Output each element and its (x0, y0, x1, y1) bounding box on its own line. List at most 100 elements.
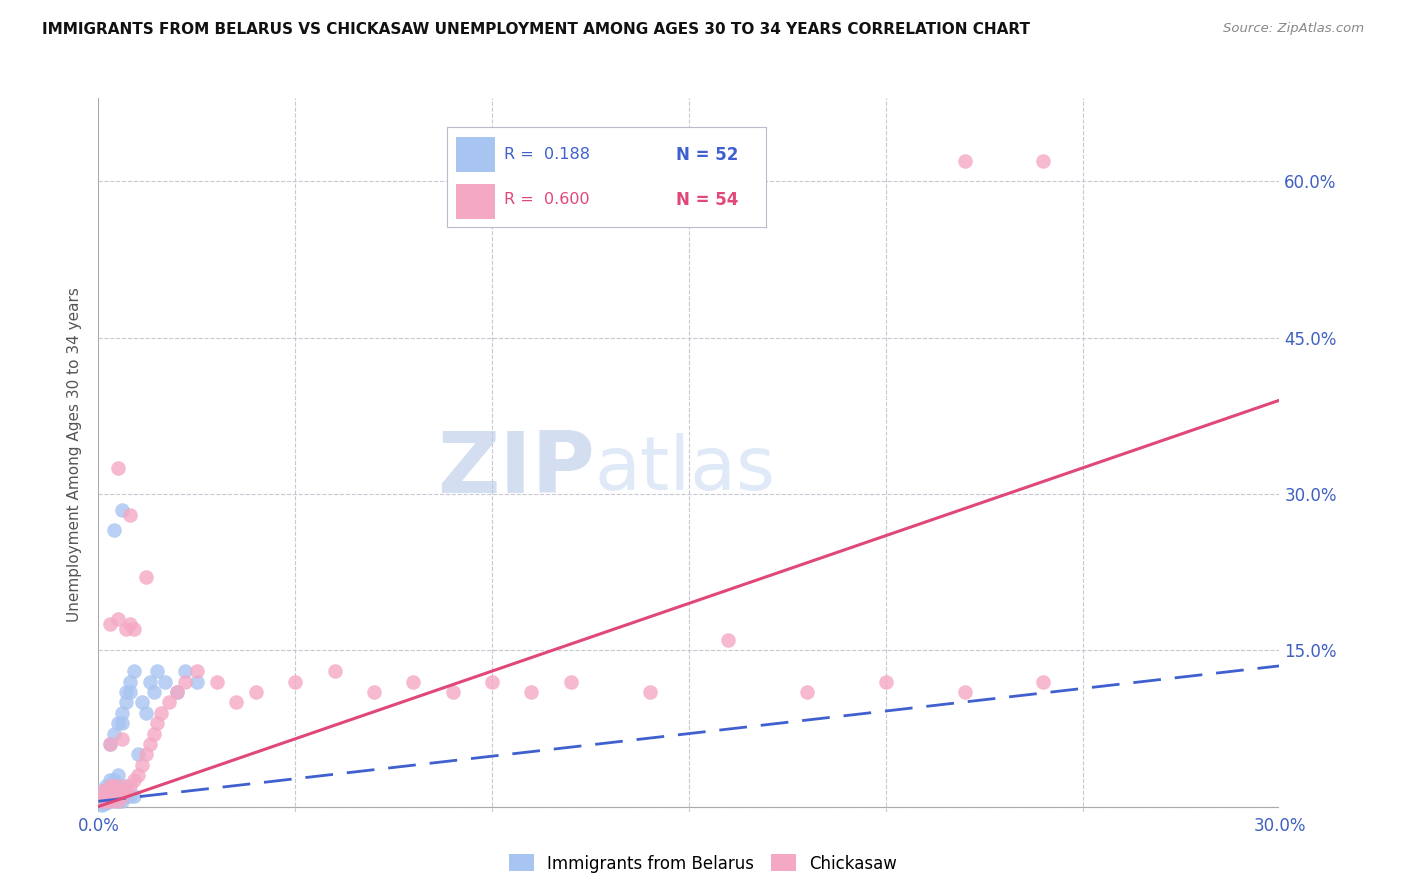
Point (96, 794, 118, 808)
Bar (457, 184, 495, 219)
Point (98, 789, 121, 803)
Point (122, 664, 145, 678)
Point (166, 685, 188, 699)
Point (96, 779, 118, 793)
Point (91, 794, 114, 808)
Point (98, 789, 121, 803)
Point (107, 779, 129, 793)
Point (284, 674, 307, 689)
Point (98, 794, 121, 808)
Point (225, 695, 247, 709)
Point (441, 685, 464, 699)
Point (107, 794, 129, 808)
Point (96, 789, 118, 803)
Point (796, 685, 818, 699)
Point (103, 779, 125, 793)
Point (91, 784, 114, 798)
Point (131, 695, 153, 709)
Point (142, 726, 165, 740)
Point (245, 685, 267, 699)
Point (107, 716, 129, 731)
Point (157, 695, 180, 709)
Point (111, 794, 134, 808)
Point (1032, 674, 1054, 689)
Point (174, 664, 197, 678)
Point (115, 623, 138, 637)
Point (98, 773, 121, 788)
Point (115, 685, 138, 699)
Point (122, 773, 145, 788)
Point (166, 685, 188, 699)
Point (118, 685, 141, 699)
Point (96, 795, 118, 809)
Point (91, 798, 114, 813)
Point (953, 685, 976, 699)
Point (91, 789, 114, 803)
Bar (457, 136, 495, 171)
Text: R =  0.600: R = 0.600 (505, 192, 591, 207)
Point (103, 779, 125, 793)
Point (205, 674, 228, 689)
Point (127, 747, 149, 762)
Point (98, 737, 121, 751)
Point (103, 789, 125, 803)
Point (402, 674, 425, 689)
Point (115, 784, 138, 798)
Point (98, 737, 121, 751)
Point (98, 617, 121, 632)
Text: IMMIGRANTS FROM BELARUS VS CHICKASAW UNEMPLOYMENT AMONG AGES 30 TO 34 YEARS CORR: IMMIGRANTS FROM BELARUS VS CHICKASAW UNE… (42, 22, 1031, 37)
Point (127, 768, 149, 782)
Point (115, 779, 138, 793)
Text: Source: ZipAtlas.com: Source: ZipAtlas.com (1223, 22, 1364, 36)
Point (96, 789, 118, 803)
Point (131, 757, 153, 772)
Point (91, 794, 114, 808)
Point (107, 612, 129, 626)
Point (103, 784, 125, 798)
Point (118, 508, 141, 522)
Point (115, 789, 138, 803)
Point (111, 789, 134, 803)
Point (107, 461, 129, 475)
Point (107, 794, 129, 808)
Point (107, 789, 129, 803)
Point (96, 784, 118, 798)
Point (103, 789, 125, 803)
Text: R =  0.188: R = 0.188 (505, 147, 591, 162)
Point (560, 674, 582, 689)
Point (520, 685, 543, 699)
Point (174, 674, 197, 689)
Point (111, 706, 134, 720)
Point (323, 664, 346, 678)
Point (1032, 153, 1054, 168)
Legend: Immigrants from Belarus, Chickasaw: Immigrants from Belarus, Chickasaw (502, 847, 904, 880)
Point (138, 674, 160, 689)
Point (91, 797, 114, 812)
Point (98, 791, 121, 805)
Point (122, 623, 145, 637)
Point (118, 617, 141, 632)
Point (481, 674, 503, 689)
Point (118, 789, 141, 803)
Point (103, 726, 125, 740)
Point (138, 737, 160, 751)
Point (103, 793, 125, 807)
Point (91, 784, 114, 798)
Point (122, 789, 145, 803)
Point (135, 747, 157, 762)
Point (111, 502, 134, 516)
Point (111, 731, 134, 746)
Text: N = 52: N = 52 (676, 145, 738, 163)
Point (98, 784, 121, 798)
Point (142, 685, 165, 699)
Point (135, 706, 157, 720)
Point (875, 674, 897, 689)
Point (111, 716, 134, 731)
Point (107, 784, 129, 798)
Point (107, 768, 129, 782)
Point (146, 716, 169, 731)
Point (186, 674, 208, 689)
Point (115, 695, 138, 709)
Point (118, 674, 141, 689)
Point (103, 773, 125, 788)
